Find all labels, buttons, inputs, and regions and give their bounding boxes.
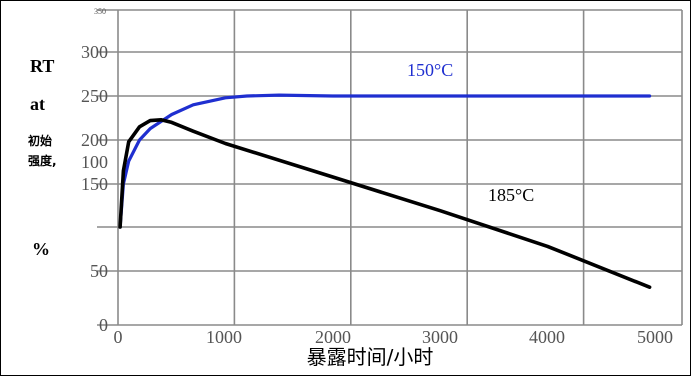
- y-tick-label: 100: [81, 152, 108, 172]
- y-axis-label-line: RT: [30, 56, 54, 76]
- x-tick-label: 1000: [206, 327, 242, 347]
- x-tick-label: 0: [114, 327, 123, 347]
- y-axis-label-line: 强度,: [28, 153, 57, 168]
- y-tick-label: 0: [99, 315, 108, 335]
- x-tick-label: 3000: [422, 327, 458, 347]
- x-tick-label: 4000: [529, 327, 565, 347]
- x-tick-label: 5000: [637, 327, 673, 347]
- series-lines: [118, 93, 652, 289]
- y-tick-label: 250: [81, 86, 108, 106]
- y-tick-label: 50: [90, 261, 108, 281]
- series-line-185c: [118, 118, 652, 289]
- y-axis-label-line: %: [32, 239, 50, 259]
- series-label: 185°C: [488, 185, 534, 205]
- series-line-150c: [118, 93, 652, 229]
- grid: [97, 9, 683, 326]
- y-axis-label-line: at: [30, 94, 45, 114]
- x-tick-label: 2000: [315, 327, 351, 347]
- y-tick-label: 150: [81, 174, 108, 194]
- x-axis-label: 暴露时间/小时: [307, 345, 434, 369]
- series-label: 150°C: [407, 60, 453, 80]
- y-tick-label: 200: [81, 130, 108, 150]
- y-axis-label-line: 初始: [28, 133, 52, 148]
- y-tick-label: 350: [94, 7, 106, 16]
- y-tick-label: 300: [81, 42, 108, 62]
